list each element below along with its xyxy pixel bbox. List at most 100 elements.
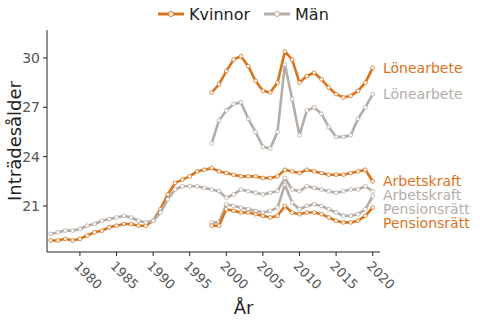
point bbox=[283, 204, 287, 208]
x-tick bbox=[79, 252, 80, 256]
legend-label: Kvinnor bbox=[189, 5, 250, 24]
point bbox=[320, 77, 324, 81]
point bbox=[371, 194, 375, 198]
point bbox=[276, 174, 280, 178]
point bbox=[137, 219, 141, 223]
point bbox=[356, 89, 360, 93]
point bbox=[202, 186, 206, 190]
x-tick-label: 1985 bbox=[108, 258, 142, 292]
legend-label: Män bbox=[295, 5, 329, 24]
point bbox=[100, 219, 104, 223]
point bbox=[93, 222, 97, 226]
point bbox=[356, 170, 360, 174]
point bbox=[320, 188, 324, 192]
point bbox=[312, 170, 316, 174]
point bbox=[283, 63, 287, 67]
point bbox=[320, 212, 324, 216]
point bbox=[261, 89, 265, 93]
point bbox=[246, 189, 250, 193]
x-axis-title: År bbox=[234, 297, 254, 318]
point bbox=[363, 214, 367, 218]
point bbox=[188, 174, 192, 178]
series-label: Lönearbete bbox=[383, 86, 463, 102]
point bbox=[224, 202, 228, 206]
point bbox=[217, 119, 221, 123]
point bbox=[151, 219, 155, 223]
point bbox=[290, 188, 294, 192]
x-tick bbox=[299, 252, 300, 256]
point bbox=[320, 204, 324, 208]
point bbox=[232, 173, 236, 177]
point bbox=[224, 196, 228, 200]
x-tick bbox=[336, 252, 337, 256]
point bbox=[232, 58, 236, 62]
point bbox=[63, 229, 67, 233]
point bbox=[320, 112, 324, 116]
point bbox=[173, 188, 177, 192]
point bbox=[312, 186, 316, 190]
point bbox=[261, 214, 265, 218]
x-tick-label: 2020 bbox=[364, 258, 398, 292]
point bbox=[312, 211, 316, 215]
point bbox=[151, 219, 155, 223]
x-tick-label: 2010 bbox=[291, 258, 325, 292]
point bbox=[276, 189, 280, 193]
series-line bbox=[212, 51, 373, 97]
legend-marker bbox=[275, 12, 280, 17]
point bbox=[298, 171, 302, 175]
point bbox=[202, 168, 206, 172]
point bbox=[334, 135, 338, 139]
point bbox=[268, 216, 272, 220]
point bbox=[115, 224, 119, 228]
point bbox=[144, 221, 148, 225]
point bbox=[195, 184, 199, 188]
point bbox=[276, 214, 280, 218]
x-tick bbox=[226, 252, 227, 256]
point bbox=[298, 81, 302, 85]
point bbox=[107, 217, 111, 221]
point bbox=[312, 71, 316, 75]
point bbox=[78, 237, 82, 241]
point bbox=[100, 229, 104, 233]
point bbox=[327, 189, 331, 193]
point bbox=[349, 214, 353, 218]
point bbox=[254, 130, 258, 134]
point bbox=[239, 206, 243, 210]
point bbox=[371, 206, 375, 210]
point bbox=[371, 189, 375, 193]
point bbox=[210, 224, 214, 228]
point bbox=[254, 212, 258, 216]
point bbox=[305, 211, 309, 215]
point bbox=[342, 135, 346, 139]
point bbox=[349, 94, 353, 98]
point bbox=[122, 222, 126, 226]
point bbox=[71, 229, 75, 233]
point bbox=[115, 216, 119, 220]
point bbox=[246, 117, 250, 121]
point bbox=[327, 173, 331, 177]
series-line bbox=[51, 178, 373, 234]
point bbox=[268, 147, 272, 151]
point bbox=[334, 92, 338, 96]
point bbox=[283, 176, 287, 180]
point bbox=[129, 222, 133, 226]
point bbox=[363, 168, 367, 172]
point bbox=[49, 239, 53, 243]
x-tick bbox=[189, 252, 190, 256]
point bbox=[217, 224, 221, 228]
point bbox=[276, 81, 280, 85]
point bbox=[334, 211, 338, 215]
point bbox=[334, 191, 338, 195]
point bbox=[349, 188, 353, 192]
point bbox=[85, 224, 89, 228]
point bbox=[210, 166, 214, 170]
y-tick-label: 30 bbox=[22, 50, 40, 66]
point bbox=[305, 204, 309, 208]
point bbox=[217, 170, 221, 174]
series-line bbox=[212, 65, 373, 149]
point bbox=[290, 201, 294, 205]
point bbox=[122, 214, 126, 218]
series-label: Pensionsrätt bbox=[383, 215, 470, 231]
y-axis bbox=[47, 30, 48, 252]
x-tick-label: 2015 bbox=[327, 258, 361, 292]
